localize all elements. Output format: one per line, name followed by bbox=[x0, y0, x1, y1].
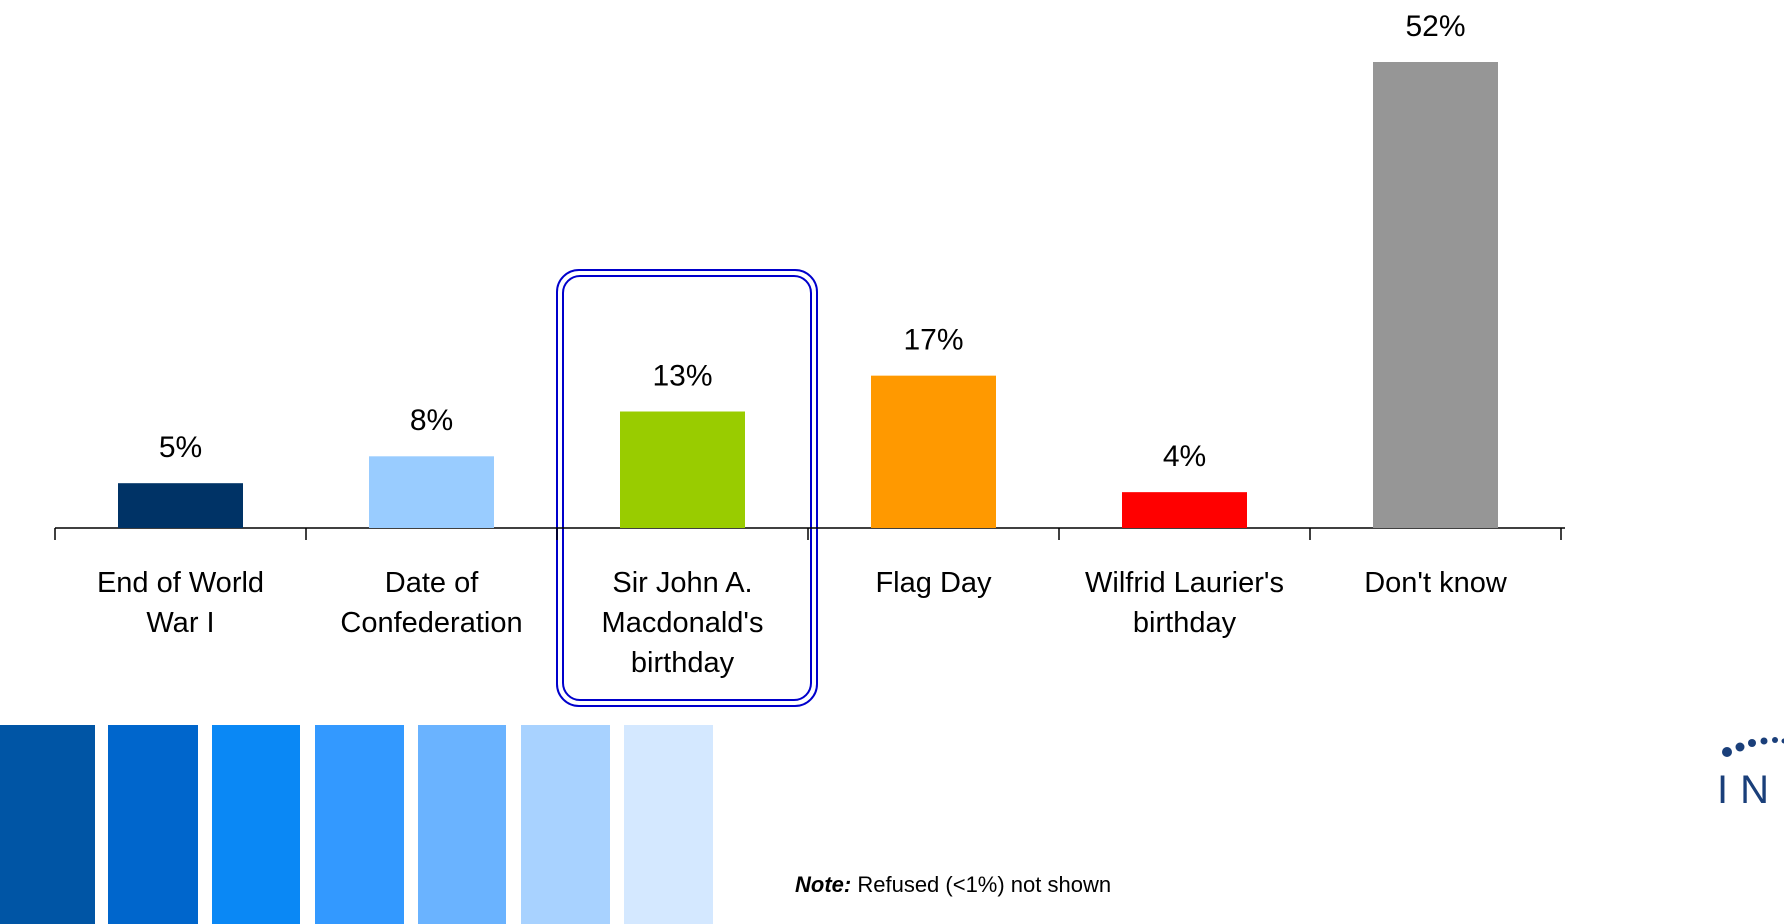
x-tick-label: Don't know bbox=[1364, 567, 1507, 599]
logo-dots bbox=[1722, 737, 1784, 757]
deco-square bbox=[0, 725, 95, 924]
bar bbox=[871, 375, 996, 528]
deco-square bbox=[212, 725, 300, 924]
value-label: 52% bbox=[1405, 10, 1465, 43]
deco-square bbox=[108, 725, 198, 924]
note: Note: Refused (<1%) not shown bbox=[795, 872, 1111, 898]
highlight-outer bbox=[556, 269, 818, 707]
value-label: 8% bbox=[410, 404, 453, 437]
deco-square bbox=[315, 725, 404, 924]
x-tick-label: End of World War I bbox=[96, 567, 265, 639]
bar bbox=[118, 483, 243, 528]
value-label: 13% bbox=[652, 359, 712, 392]
note-label: Note: bbox=[795, 872, 852, 897]
bar bbox=[369, 456, 494, 528]
value-label: 17% bbox=[903, 324, 963, 357]
value-label: 4% bbox=[1163, 440, 1206, 473]
bar bbox=[1122, 492, 1247, 528]
note-text: Refused (<1%) not shown bbox=[857, 872, 1112, 897]
x-tick-label: Wilfrid Laurier's birthday bbox=[1085, 567, 1284, 639]
x-tick-label: Date of Confederation bbox=[340, 567, 523, 639]
value-label: 5% bbox=[159, 431, 202, 464]
logo: INNOVAT bbox=[1717, 768, 1784, 812]
x-tick-label: Sir John A. Macdonald's birthday bbox=[601, 567, 764, 679]
bar bbox=[620, 411, 745, 528]
deco-square bbox=[624, 725, 713, 924]
deco-square bbox=[521, 725, 610, 924]
deco-square bbox=[418, 725, 506, 924]
highlight-inner bbox=[562, 275, 812, 701]
x-tick-label: Flag Day bbox=[875, 567, 992, 599]
bar bbox=[1373, 62, 1498, 528]
